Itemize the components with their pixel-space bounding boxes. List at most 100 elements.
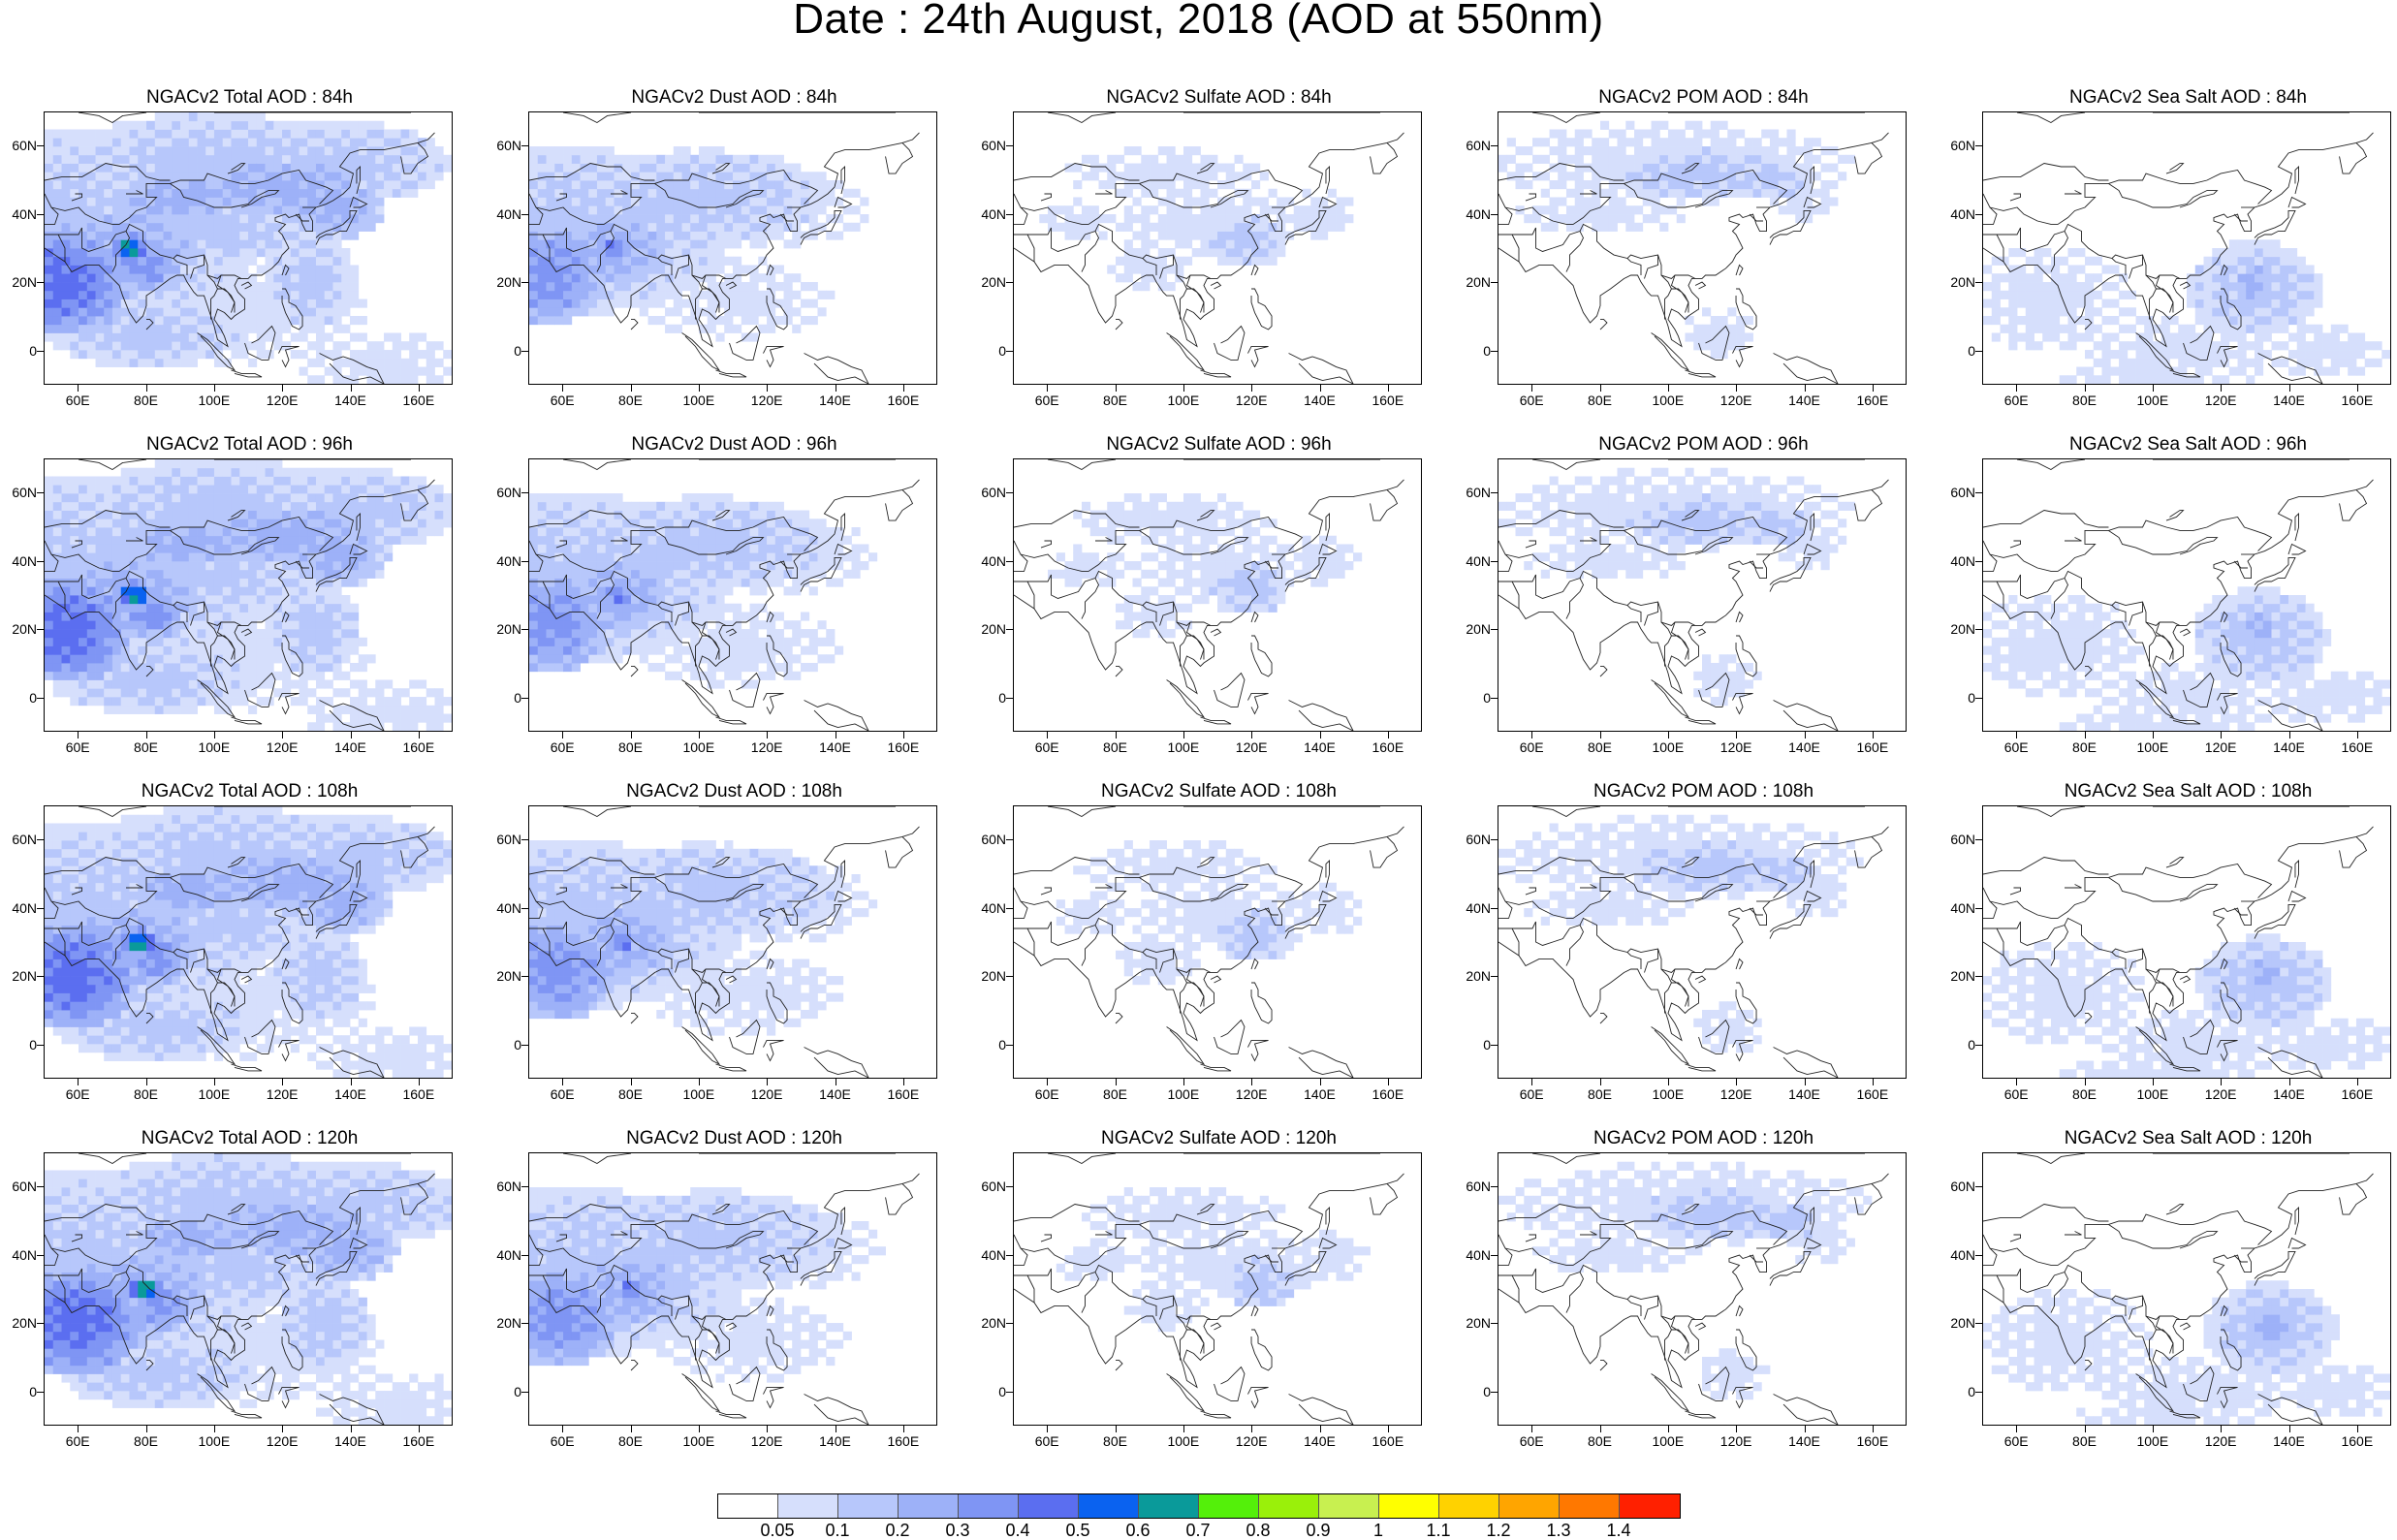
aod-cell [2178, 359, 2187, 367]
aod-cell [53, 180, 62, 189]
aod-cell [1337, 205, 1345, 214]
aod-cell [273, 493, 282, 502]
aod-cell [146, 239, 155, 248]
aod-cell [367, 688, 376, 697]
aod-cell [426, 146, 435, 155]
aod-cell [164, 265, 173, 273]
aod-cell [2255, 248, 2263, 257]
aod-cell [189, 646, 198, 655]
aod-cell [614, 544, 622, 552]
aod-cell [554, 654, 563, 663]
aod-cell [70, 214, 79, 223]
aod-cell [121, 697, 130, 706]
aod-cell [375, 688, 384, 697]
aod-cell [1702, 146, 1711, 155]
aod-cell [257, 239, 266, 248]
aod-cell [1643, 189, 1652, 198]
aod-cell [367, 706, 376, 714]
aod-cell [198, 672, 206, 680]
aod-cell [648, 561, 657, 570]
aod-cell [87, 232, 96, 240]
aod-cell [581, 544, 589, 552]
aod-cell [53, 316, 62, 325]
aod-cell [581, 273, 589, 282]
aod-cell [257, 112, 266, 121]
aod-cell [316, 663, 325, 672]
aod-cell [307, 121, 316, 130]
aod-cell [547, 620, 555, 629]
aod-cell [1745, 189, 1753, 198]
aod-cell [70, 282, 79, 291]
aod-cell [631, 239, 640, 248]
aod-cell [572, 604, 581, 613]
aod-cell [164, 493, 173, 502]
aod-cell [1575, 138, 1584, 146]
aod-cell [62, 629, 71, 638]
coastline [1990, 170, 2272, 224]
aod-cell [155, 155, 164, 164]
aod-cell [572, 291, 581, 299]
aod-cell [180, 325, 189, 333]
aod-cell [674, 646, 682, 655]
aod-cell [239, 519, 248, 527]
aod-cell [1133, 172, 1142, 180]
aod-cell [2238, 367, 2247, 376]
aod-cell [826, 189, 835, 198]
aod-cell [248, 502, 257, 511]
aod-cell [375, 706, 384, 714]
aod-cell [332, 561, 341, 570]
aod-cell [172, 688, 180, 697]
aod-cell [282, 620, 291, 629]
map-frame [1013, 111, 1422, 385]
aod-cell [214, 468, 223, 477]
aod-cell [682, 146, 691, 155]
aod-cell [1065, 232, 1074, 240]
aod-cell [631, 172, 640, 180]
aod-cell [708, 612, 716, 620]
aod-cell [384, 350, 393, 359]
aod-cell [223, 493, 232, 502]
aod-cell [656, 570, 665, 579]
aod-cell [223, 121, 232, 130]
aod-cell [87, 350, 96, 359]
aod-cell [87, 291, 96, 299]
aod-cell [597, 307, 606, 316]
aod-cell [300, 654, 308, 663]
aod-cell [316, 604, 325, 613]
lon-tick [1805, 385, 1806, 392]
aod-cell [614, 527, 622, 536]
aod-cell [2288, 367, 2297, 376]
aod-cell [1677, 197, 1686, 205]
aod-cell [214, 138, 223, 146]
aod-cell [2340, 341, 2349, 350]
aod-cell [2067, 325, 2076, 333]
aod-cell [775, 265, 784, 273]
aod-cell [266, 282, 274, 291]
aod-cell [155, 232, 164, 240]
aod-cell [674, 654, 682, 663]
aod-cell [409, 485, 418, 493]
aod-cell [214, 476, 223, 485]
aod-cell [45, 604, 53, 613]
coastline [1214, 327, 1245, 361]
aod-cell [784, 307, 793, 316]
aod-cell [529, 239, 538, 248]
aod-cell [1082, 172, 1090, 180]
aod-cell [266, 604, 274, 613]
aod-cell [1226, 197, 1235, 205]
aod-cell [155, 620, 164, 629]
aod-cell [2280, 265, 2288, 273]
aod-cell [155, 332, 164, 341]
aod-cell [1702, 307, 1711, 316]
aod-cell [273, 239, 282, 248]
aod-cell [325, 511, 333, 519]
aod-cell [2288, 291, 2297, 299]
aod-cell [758, 197, 767, 205]
aod-cell [2331, 359, 2340, 367]
aod-cell [1821, 197, 1830, 205]
aod-cell [631, 579, 640, 587]
aod-cell [282, 544, 291, 552]
aod-cell [1992, 316, 2001, 325]
aod-cell [205, 511, 214, 519]
aod-cell [597, 232, 606, 240]
